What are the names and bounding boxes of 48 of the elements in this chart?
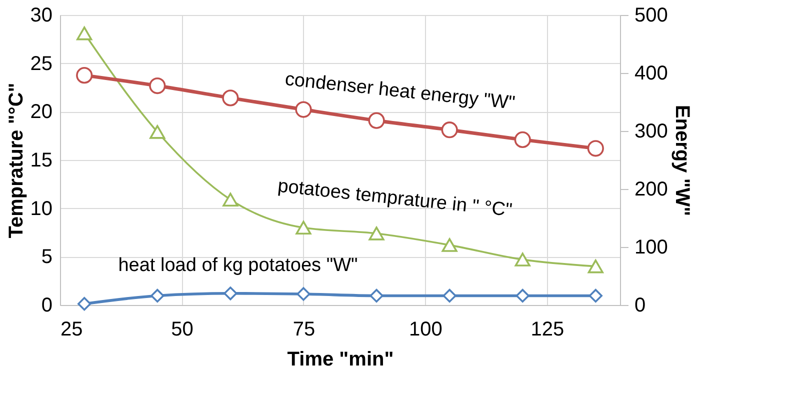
point [224,286,238,300]
y-tick-label: 20 [30,101,52,124]
y2-tick-label: 400 [634,62,668,84]
point [78,297,92,311]
point [514,252,530,266]
x-tick-label: 50 [171,318,194,340]
x-axis-title: Time "min" [287,348,394,370]
point [222,192,238,206]
point [514,131,531,148]
y2-axis-title: Energy "W" [670,104,693,216]
x-tick-label: 25 [60,318,83,340]
y-tick-label: 25 [30,52,52,75]
point [149,77,166,94]
y-tick-label: 30 [30,4,52,26]
point [295,101,312,118]
point [370,288,384,303]
text: condenser heat energy "W" [284,68,516,114]
point [588,288,602,303]
x-tick-label: 125 [530,318,564,340]
y2-tick-label: 300 [634,120,668,142]
point [76,67,93,84]
point [516,288,530,303]
point [150,125,166,139]
point [150,288,164,303]
y-axis-title: Temprature "°C" [5,82,28,238]
y-tick-label: 0 [41,294,52,316]
y2-tick-label: 100 [634,236,668,258]
point [587,140,604,157]
point [588,259,604,274]
y2-tick-label: 200 [634,178,668,200]
x-tick-label: 100 [409,318,442,340]
point [441,122,458,138]
y-tick-label: 5 [41,246,52,268]
x-tick-label: 75 [292,318,316,340]
text: potatoes temprature in " °C" [276,176,514,222]
point [76,26,92,40]
y-tick-label: 15 [30,150,52,172]
series-label: heat load of kg potatoes "W" [118,255,358,276]
y2-tick-label: 0 [634,294,646,316]
point [368,226,384,240]
point [296,287,310,301]
point [222,90,239,106]
point [296,220,312,235]
point [442,238,458,252]
point [368,112,385,129]
y-tick-label: 10 [30,198,52,220]
point [442,288,456,303]
y2-tick-label: 500 [634,4,668,26]
